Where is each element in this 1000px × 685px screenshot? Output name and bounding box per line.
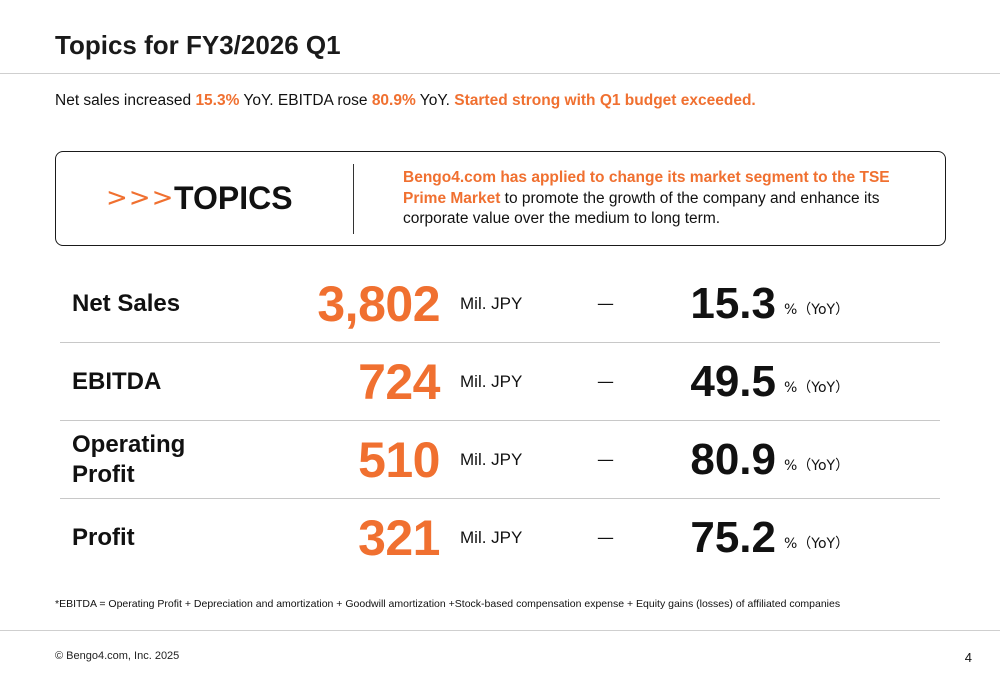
metric-yoy-unit: %（YoY） (784, 302, 850, 318)
metric-value: 3,802 (317, 276, 440, 332)
metric-value: 510 (358, 432, 440, 488)
topics-body: to promote the growth of the company and… (403, 189, 880, 228)
triple-chevron-icon: >>> (106, 183, 175, 213)
metric-yoy-unit: %（YoY） (784, 536, 850, 552)
topics-box: >>> TOPICS Bengo4.com has applied to cha… (55, 151, 946, 246)
metric-label: EBITDA (72, 368, 162, 395)
title-divider (0, 73, 1000, 74)
metric-label: Profit (72, 524, 135, 551)
metric-unit: Mil. JPY (460, 372, 523, 391)
page-number: 4 (964, 650, 972, 665)
metric-label: Net Sales (72, 290, 181, 317)
metric-row-ebitda: EBITDA 724 Mil. JPY — 49.5 %（YoY） (60, 343, 940, 421)
metrics-table: Net Sales 3,802 Mil. JPY — 15.3 %（YoY） E… (60, 265, 940, 577)
page-title: Topics for FY3/2026 Q1 (55, 30, 341, 60)
topics-divider (353, 164, 354, 234)
metric-row-operating-profit: Operating Profit 510 Mil. JPY — 80.9 %（Y… (60, 421, 940, 499)
metric-yoy-value: 49.5 (690, 357, 776, 406)
copyright: © Bengo4.com, Inc. 2025 (55, 650, 180, 662)
metric-unit: Mil. JPY (460, 450, 523, 469)
topics-heading: TOPICS (174, 180, 293, 216)
metric-value: 724 (358, 354, 440, 410)
topics-description: Bengo4.com has applied to change its mar… (403, 168, 913, 230)
topics-highlight: Bengo4.com has applied to change its mar… (403, 169, 890, 207)
dash-icon: — (597, 528, 614, 548)
metric-yoy-value: 75.2 (690, 513, 776, 562)
ebitda-growth-value: 80.9% (371, 92, 416, 109)
dash-icon: — (597, 450, 614, 470)
sales-growth-value: 15.3% (195, 92, 240, 109)
metric-yoy-unit: %（YoY） (784, 458, 850, 474)
summary-line: Net sales increased 15.3% YoY. EBITDA ro… (55, 92, 955, 110)
metric-label: Operating Profit (72, 431, 186, 488)
metric-yoy-value: 80.9 (690, 435, 776, 484)
summary-text-2: YoY. EBITDA rose (239, 92, 372, 109)
metric-row-net-sales: Net Sales 3,802 Mil. JPY — 15.3 %（YoY） (60, 265, 940, 343)
metric-unit: Mil. JPY (460, 528, 523, 547)
metric-unit: Mil. JPY (460, 294, 523, 313)
metric-row-profit: Profit 321 Mil. JPY — 75.2 %（YoY） (60, 499, 940, 577)
ebitda-footnote: *EBITDA = Operating Profit + Depreciatio… (55, 598, 841, 610)
metric-yoy-value: 15.3 (690, 279, 776, 328)
metric-yoy-unit: %（YoY） (784, 380, 850, 396)
metric-value: 321 (358, 510, 440, 566)
summary-text-3: YoY. (415, 92, 455, 109)
dash-icon: — (597, 372, 614, 392)
summary-highlight: Started strong with Q1 budget exceeded. (454, 92, 756, 109)
footer-divider (0, 630, 1000, 631)
dash-icon: — (597, 294, 614, 314)
summary-text-1: Net sales increased (55, 92, 196, 109)
